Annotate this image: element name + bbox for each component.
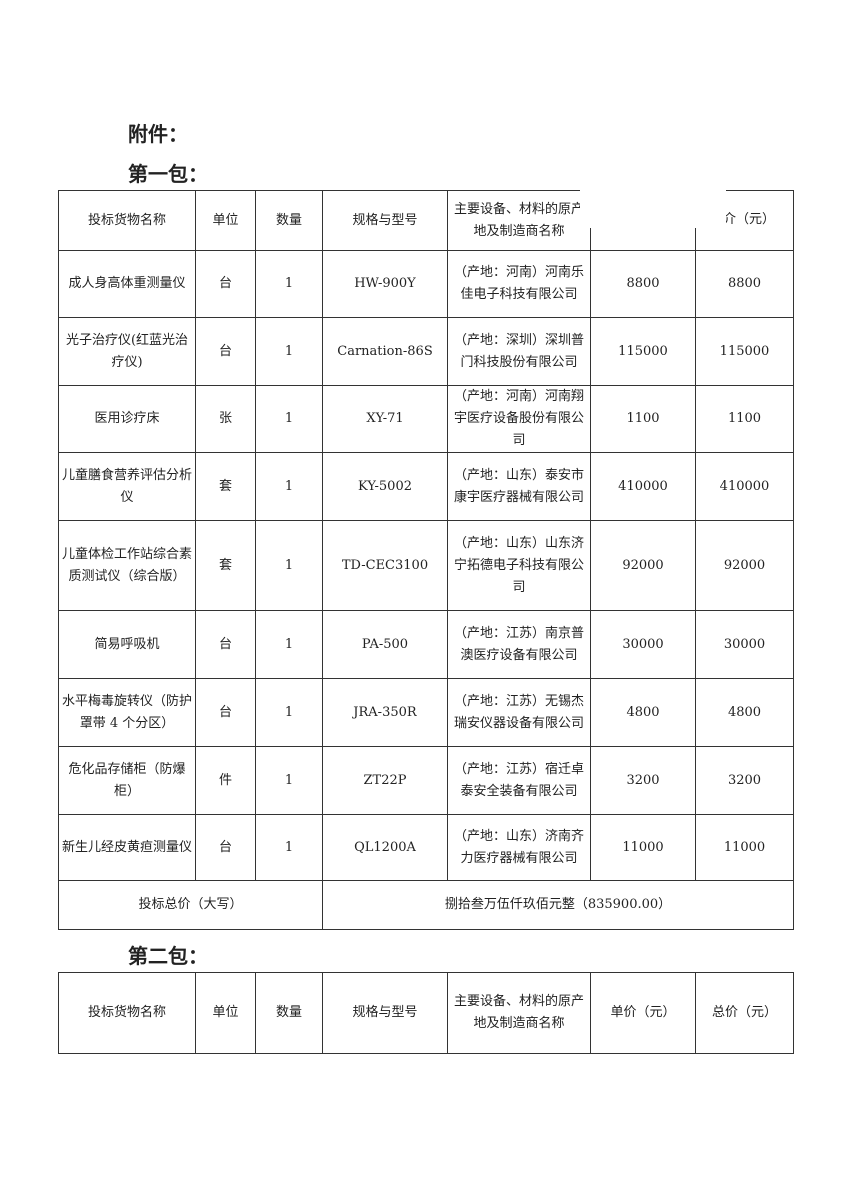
table-cell: 8800: [590, 250, 696, 318]
table-cell: 1: [255, 250, 323, 318]
table-cell: TD-CEC3100: [322, 520, 448, 611]
table-cell: PA-500: [322, 610, 448, 679]
total-label: 投标总价（大写）: [58, 880, 323, 930]
table-cell: 儿童体检工作站综合素质测试仪（综合版）: [58, 520, 196, 611]
table-cell: 4800: [590, 678, 696, 747]
table-cell: XY-71: [322, 385, 448, 453]
table-cell: 1: [255, 814, 323, 881]
table-cell: 简易呼吸机: [58, 610, 196, 679]
table-cell: 水平梅毒旋转仪（防护罩带 4 个分区）: [58, 678, 196, 747]
package1-table: 投标货物名称 单位 数量 规格与型号 主要设备、材料的原产地及制造商名称 介（元） 成人身高…: [58, 190, 794, 930]
table-cell: HW-900Y: [322, 250, 448, 318]
occlusion: [580, 184, 726, 228]
header-cell: 单位: [195, 190, 256, 251]
table-cell: 套: [195, 452, 256, 521]
table-cell: 4800: [695, 678, 794, 747]
table-cell: 台: [195, 317, 256, 386]
header-cell: 数量: [255, 972, 323, 1054]
table-row: 儿童膳食营养评估分析仪套 1 KY-5002 （产地：山东）泰安市康宇医疗器械有限公司…: [58, 452, 794, 521]
header-cell: 总价（元）: [695, 972, 794, 1054]
table-cell: 台: [195, 814, 256, 881]
table-cell: 11000: [590, 814, 696, 881]
table-cell: 1100: [590, 385, 696, 453]
table-cell: 8800: [695, 250, 794, 318]
header-cell: 主要设备、材料的原产地及制造商名称: [447, 190, 591, 251]
package2-title: 第二包：: [128, 944, 208, 968]
table-cell: ZT22P: [322, 746, 448, 815]
table-cell: 1: [255, 452, 323, 521]
table-cell: 3200: [695, 746, 794, 815]
table-cell: 光子治疗仪(红蓝光治疗仪): [58, 317, 196, 386]
table-cell: 92000: [695, 520, 794, 611]
table-cell: 11000: [695, 814, 794, 881]
table-cell: 台: [195, 250, 256, 318]
table-cell: （产地：江苏）南京普澳医疗设备有限公司: [447, 610, 591, 679]
header-cell: 投标货物名称: [58, 972, 196, 1054]
attachment-label: 附件：: [128, 122, 188, 146]
table-cell: （产地：河南）河南翔宇医疗设备股份有限公司: [447, 385, 591, 453]
table-row: 新生儿经皮黄疸测量仪台 1 QL1200A （产地：山东）济南齐力医疗器械有限公司 11…: [58, 814, 794, 881]
table-row: 简易呼吸机台 1 PA-500 （产地：江苏）南京普澳医疗设备有限公司 30000 300…: [58, 610, 794, 679]
table-cell: 92000: [590, 520, 696, 611]
header-cell: 规格与型号: [322, 972, 448, 1054]
header-cell: 单价（元）: [590, 972, 696, 1054]
package2-table: 投标货物名称 单位 数量 规格与型号 主要设备、材料的原产地及制造商名称 单价（元） 总价（…: [58, 972, 794, 1054]
table-cell: 30000: [590, 610, 696, 679]
table-row: 水平梅毒旋转仪（防护罩带 4 个分区）台 1 JRA-350R （产地：江苏）无锡杰瑞…: [58, 678, 794, 747]
table-cell: 1: [255, 317, 323, 386]
table-row: 危化品存储柜（防爆柜）件 1 ZT22P （产地：江苏）宿迁卓泰安全装备有限公司 320…: [58, 746, 794, 815]
table-cell: QL1200A: [322, 814, 448, 881]
header-cell: 单位: [195, 972, 256, 1054]
table-row: 儿童体检工作站综合素质测试仪（综合版）套 1 TD-CEC3100 （产地：山东）山东…: [58, 520, 794, 611]
header-cell: 数量: [255, 190, 323, 251]
table-cell: 1: [255, 678, 323, 747]
table-cell: （产地：山东）山东济宁拓德电子科技有限公司: [447, 520, 591, 611]
total-row: 投标总价（大写） 捌拾叁万伍仟玖佰元整（835900.00）: [58, 880, 794, 930]
package1-title: 第一包：: [128, 162, 208, 186]
table-cell: 新生儿经皮黄疸测量仪: [58, 814, 196, 881]
table-cell: 成人身高体重测量仪: [58, 250, 196, 318]
table-row: 成人身高体重测量仪台 1 HW-900Y （产地：河南）河南乐佳电子科技有限公司 880…: [58, 250, 794, 318]
table-cell: 1: [255, 385, 323, 453]
header-row: 投标货物名称 单位 数量 规格与型号 主要设备、材料的原产地及制造商名称 单价（元） 总价（…: [58, 972, 794, 1054]
table-cell: 医用诊疗床: [58, 385, 196, 453]
table-row: 光子治疗仪(红蓝光治疗仪) 台 1 Carnation-86S （产地：深圳）深圳普门科…: [58, 317, 794, 386]
table-cell: 儿童膳食营养评估分析仪: [58, 452, 196, 521]
table-cell: 410000: [695, 452, 794, 521]
table-cell: 台: [195, 678, 256, 747]
table-cell: （产地：山东）济南齐力医疗器械有限公司: [447, 814, 591, 881]
table-cell: （产地：山东）泰安市康宇医疗器械有限公司: [447, 452, 591, 521]
table-cell: 台: [195, 610, 256, 679]
table-cell: 危化品存储柜（防爆柜）: [58, 746, 196, 815]
table-cell: 30000: [695, 610, 794, 679]
table-cell: 张: [195, 385, 256, 453]
table-cell: 件: [195, 746, 256, 815]
table-cell: KY-5002: [322, 452, 448, 521]
table-cell: 115000: [590, 317, 696, 386]
table-cell: 1: [255, 520, 323, 611]
table-cell: 1: [255, 610, 323, 679]
table-cell: （产地：江苏）宿迁卓泰安全装备有限公司: [447, 746, 591, 815]
header-cell: 规格与型号: [322, 190, 448, 251]
table-cell: 410000: [590, 452, 696, 521]
table-cell: （产地：深圳）深圳普门科技股份有限公司: [447, 317, 591, 386]
table-cell: 3200: [590, 746, 696, 815]
table-cell: Carnation-86S: [322, 317, 448, 386]
header-cell: 主要设备、材料的原产地及制造商名称: [447, 972, 591, 1054]
table-cell: JRA-350R: [322, 678, 448, 747]
table-cell: 1100: [695, 385, 794, 453]
table-row: 医用诊疗床张 1 XY-71 （产地：河南）河南翔宇医疗设备股份有限公司 1100 110…: [58, 385, 794, 453]
total-value: 捌拾叁万伍仟玖佰元整（835900.00）: [322, 880, 794, 930]
table-cell: （产地：河南）河南乐佳电子科技有限公司: [447, 250, 591, 318]
table-cell: （产地：江苏）无锡杰瑞安仪器设备有限公司: [447, 678, 591, 747]
table-cell: 1: [255, 746, 323, 815]
table-cell: 115000: [695, 317, 794, 386]
table-cell: 套: [195, 520, 256, 611]
header-cell: 投标货物名称: [58, 190, 196, 251]
